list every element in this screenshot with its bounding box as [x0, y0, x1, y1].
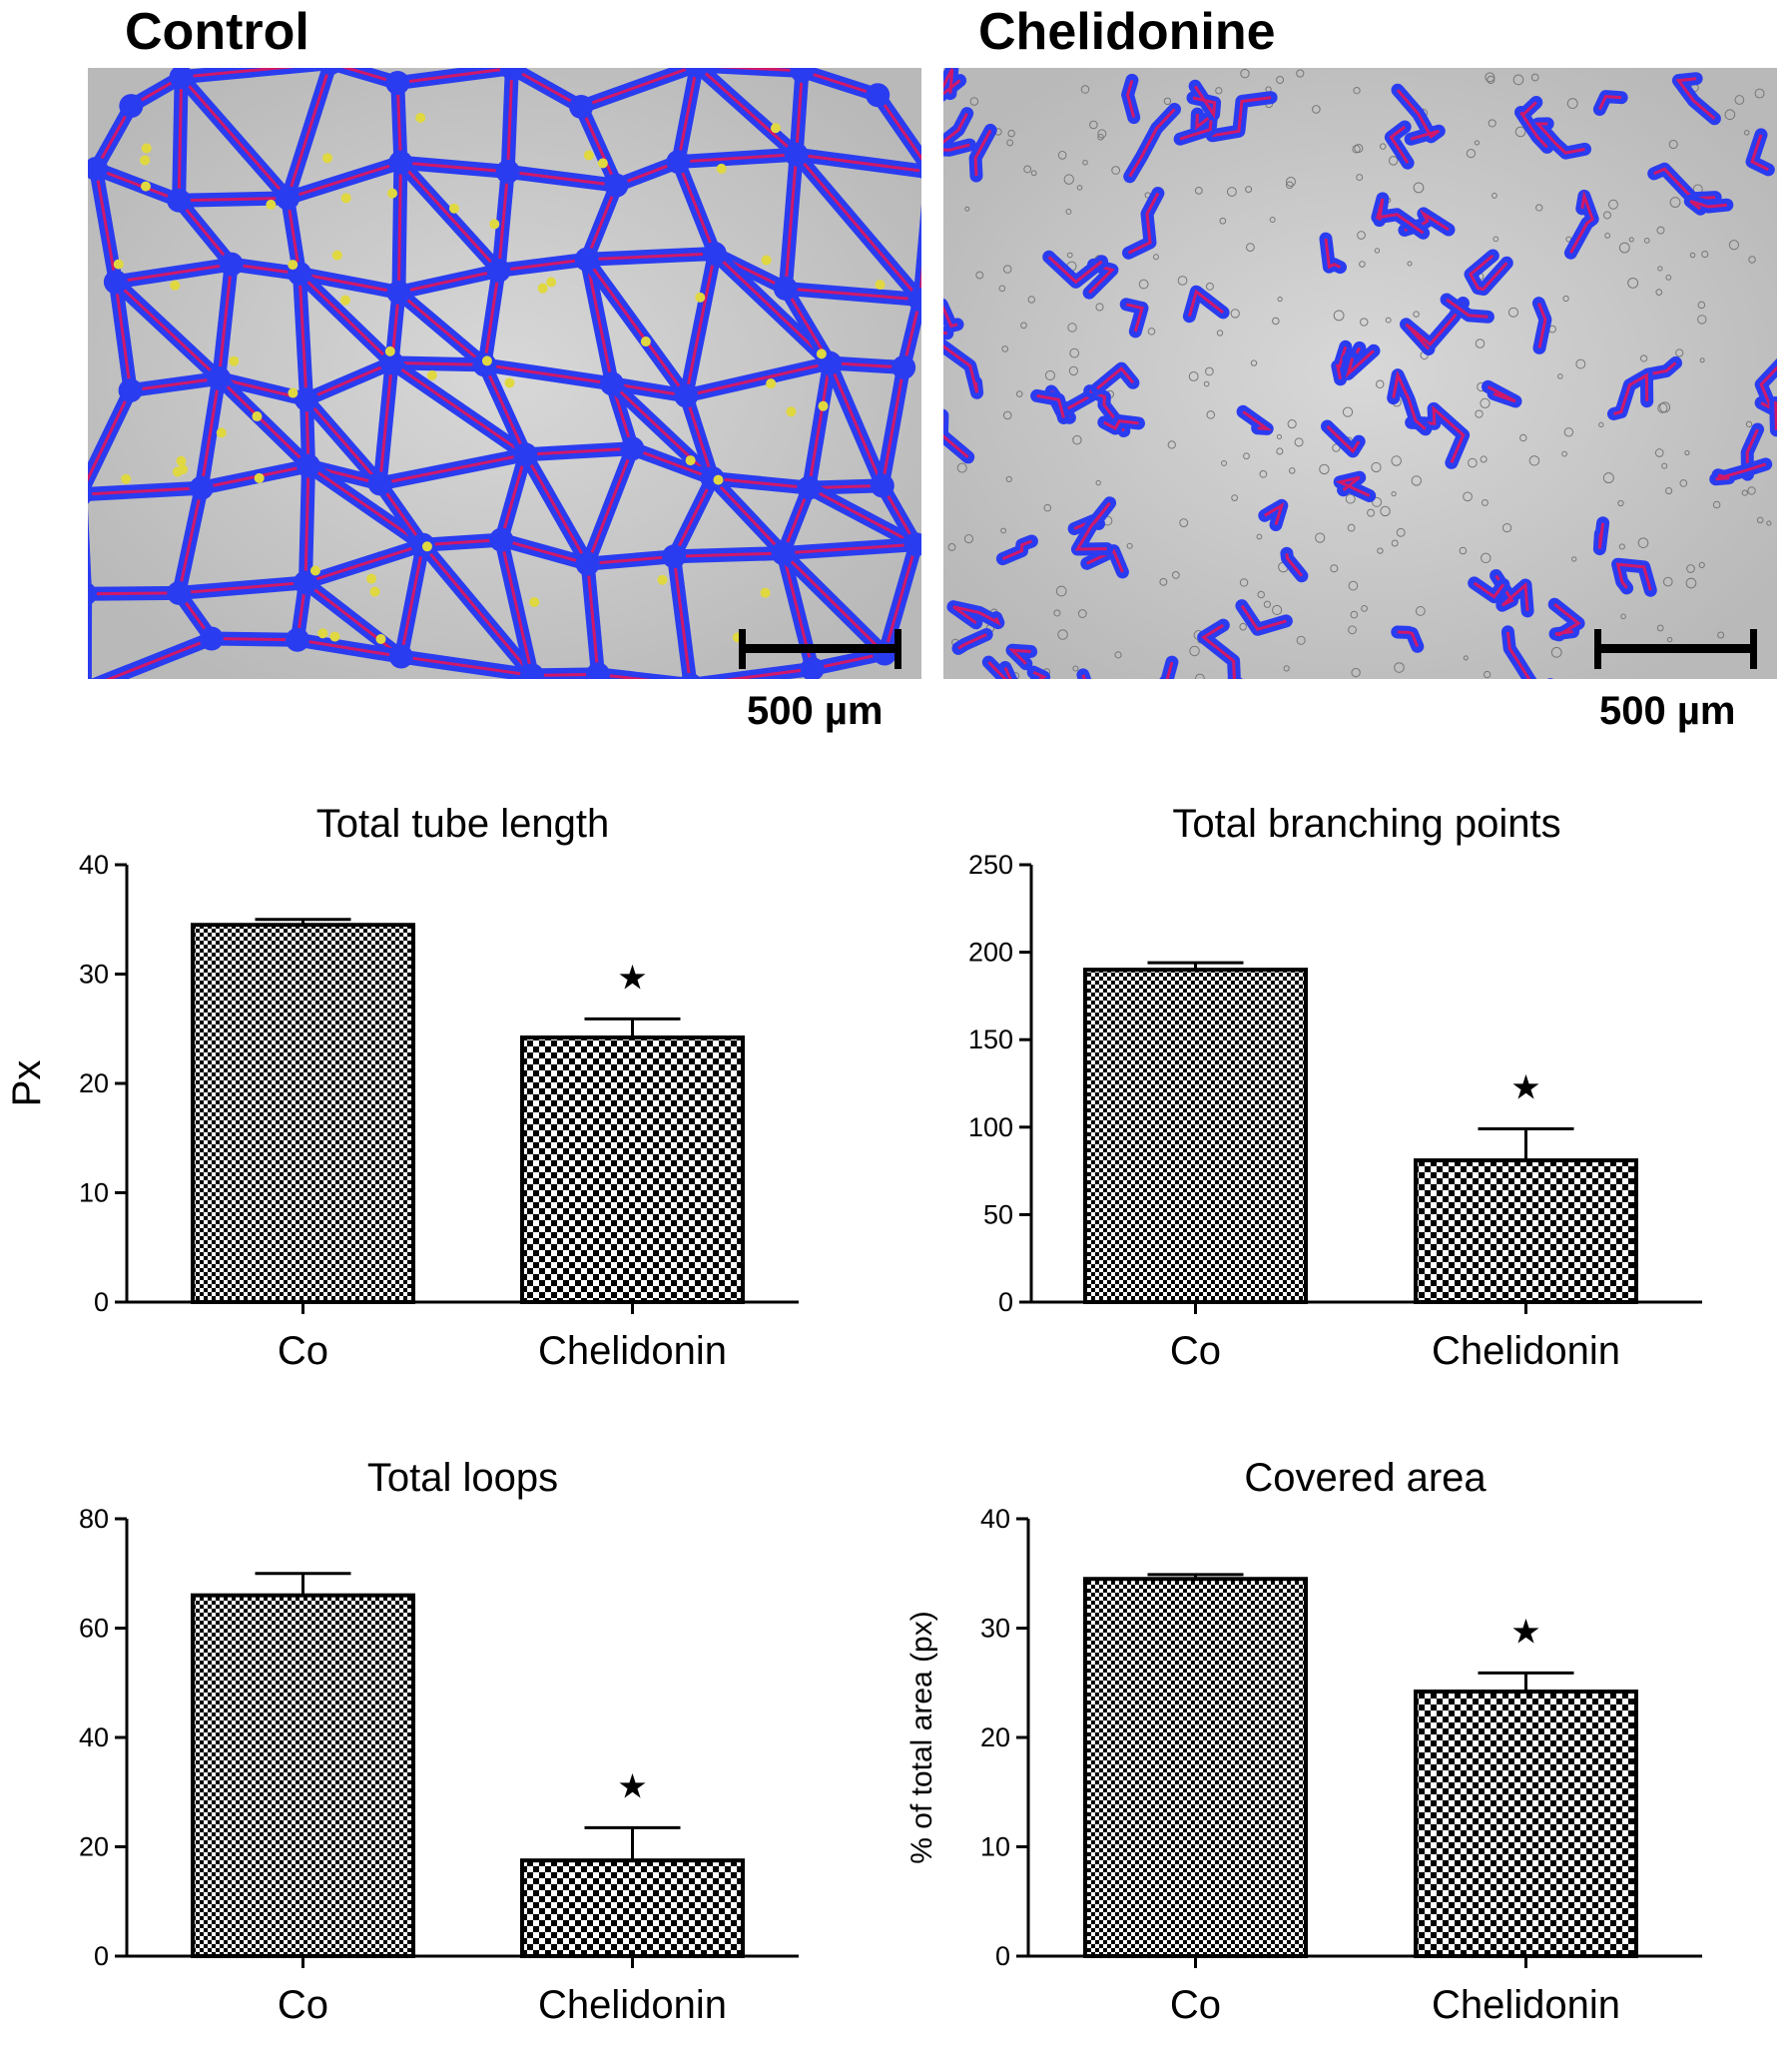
y-tick-label: 10 [79, 1178, 109, 1208]
y-tick-label: 20 [79, 1068, 109, 1098]
bar-co [1083, 1577, 1308, 1958]
scale-bar [739, 629, 901, 669]
chart-total-loops: Total loops 0 20 40 60 80 Co Chelidonin ★ [0, 1453, 879, 2050]
y-tick-label: 200 [968, 938, 1013, 968]
control-panel-title: Control [125, 3, 309, 61]
y-tick-label: 0 [995, 1941, 1010, 1971]
chart-title: Covered area [1244, 1456, 1487, 1500]
y-axis-label: % of total area (px) [905, 1611, 938, 1863]
y-tick-label: 40 [79, 850, 109, 880]
chart-covered-area: Covered area % of total area (px) 0 10 20 30 4… [903, 1453, 1782, 2050]
chart-total-branching-points: Total branching points 0 50 100 150 200 250 Co C… [903, 789, 1782, 1413]
control-scale-label: 500 µm [747, 689, 884, 733]
y-tick-label: 30 [79, 960, 109, 990]
x-tick-label: Chelidonin [538, 1329, 727, 1373]
significance-star: ★ [617, 959, 647, 997]
y-tick-label: 20 [79, 1832, 109, 1862]
chelidonine-panel-title: Chelidonine [978, 3, 1276, 61]
x-tick-label: Co [1170, 1983, 1221, 2027]
chart-title: Total tube length [316, 802, 610, 846]
y-tick-label: 0 [94, 1287, 109, 1317]
y-axis-label: Px [5, 1060, 49, 1107]
bar-chelidonin [520, 1035, 745, 1304]
x-tick-label: Chelidonin [1432, 1329, 1620, 1373]
y-tick-label: 40 [79, 1722, 109, 1752]
significance-star: ★ [1510, 1069, 1540, 1107]
y-tick-label: 0 [998, 1287, 1013, 1317]
control-micrograph [88, 68, 921, 679]
bar-chelidonin [1414, 1690, 1638, 1958]
tube-network [88, 68, 921, 679]
scale-bar [1594, 629, 1757, 669]
bar-chelidonin [520, 1858, 745, 1958]
bar-co [1083, 968, 1308, 1304]
bar-chelidonin [1414, 1158, 1638, 1305]
y-tick-label: 80 [79, 1504, 109, 1534]
y-tick-label: 250 [968, 850, 1013, 880]
y-tick-label: 50 [983, 1199, 1013, 1229]
chart-title: Total loops [367, 1456, 558, 1500]
y-tick-label: 60 [79, 1614, 109, 1644]
y-tick-label: 40 [980, 1504, 1010, 1534]
x-tick-label: Chelidonin [538, 1983, 727, 2027]
y-tick-label: 100 [968, 1112, 1013, 1142]
x-tick-label: Co [278, 1329, 328, 1373]
bar-co [191, 1593, 415, 1958]
bar-co [191, 923, 415, 1304]
y-tick-label: 10 [980, 1832, 1010, 1862]
chart-total-tube-length: Total tube length Px 0 10 20 30 40 Co Chelidonin… [0, 789, 879, 1413]
y-tick-label: 0 [94, 1941, 109, 1971]
chart-title: Total branching points [1172, 802, 1560, 846]
chelidonine-micrograph [943, 68, 1777, 679]
y-tick-label: 30 [980, 1614, 1010, 1644]
tube-fragments [943, 68, 1777, 679]
x-tick-label: Chelidonin [1432, 1983, 1620, 2027]
y-tick-label: 20 [980, 1722, 1010, 1752]
significance-star: ★ [1510, 1613, 1540, 1651]
chelidonine-scale-label: 500 µm [1599, 689, 1736, 733]
significance-star: ★ [617, 1767, 647, 1805]
x-tick-label: Co [278, 1983, 328, 2027]
x-tick-label: Co [1170, 1329, 1221, 1373]
y-tick-label: 150 [968, 1025, 1013, 1054]
